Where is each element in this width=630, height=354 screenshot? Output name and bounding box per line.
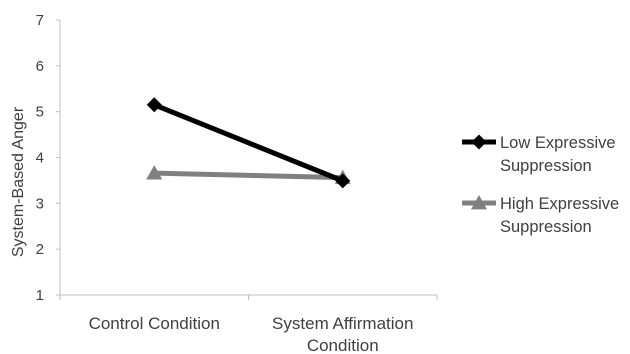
series-lines [146,97,351,189]
legend-label-line: Suppression [500,218,592,236]
legend-label-line: Low Expressive [500,134,616,152]
series-line [154,170,343,181]
y-tick-label: 3 [36,195,44,212]
series-line [153,102,344,184]
legend-item: High Expressive Suppression [462,195,619,236]
legend-label-line: Suppression [500,157,592,175]
x-axis: Control Condition System Affirmation Condi… [59,294,438,354]
x-tick-label: Control Condition [89,314,220,333]
legend-swatch-marker [471,134,487,150]
data-point [146,165,163,180]
x-tick-label-line: System Affirmation [272,314,413,333]
y-tick-label: 4 [36,150,44,167]
legend-label: High Expressive Suppression [500,195,619,236]
y-axis: 1 2 3 4 5 6 7 [36,12,61,304]
data-point [146,97,162,113]
legend-label-line: High Expressive [500,195,619,213]
y-tick-label: 6 [36,58,44,75]
y-tick-label: 1 [36,287,44,304]
x-tick-label-line: Control Condition [89,314,220,333]
legend-swatch-marker [471,195,487,210]
legend-label: Low Expressive Suppression [500,134,616,175]
y-tick-label: 5 [36,104,44,121]
data-point [335,173,351,189]
y-tick-label: 7 [36,12,44,29]
series [146,165,351,185]
legend-item: Low Expressive Suppression [462,134,616,175]
x-tick-label-line: Condition [307,336,379,354]
series [146,97,351,189]
x-tick-label: System Affirmation Condition [272,314,413,354]
y-tick-label: 2 [36,241,44,258]
y-axis-title: System-Based Anger [10,106,27,257]
